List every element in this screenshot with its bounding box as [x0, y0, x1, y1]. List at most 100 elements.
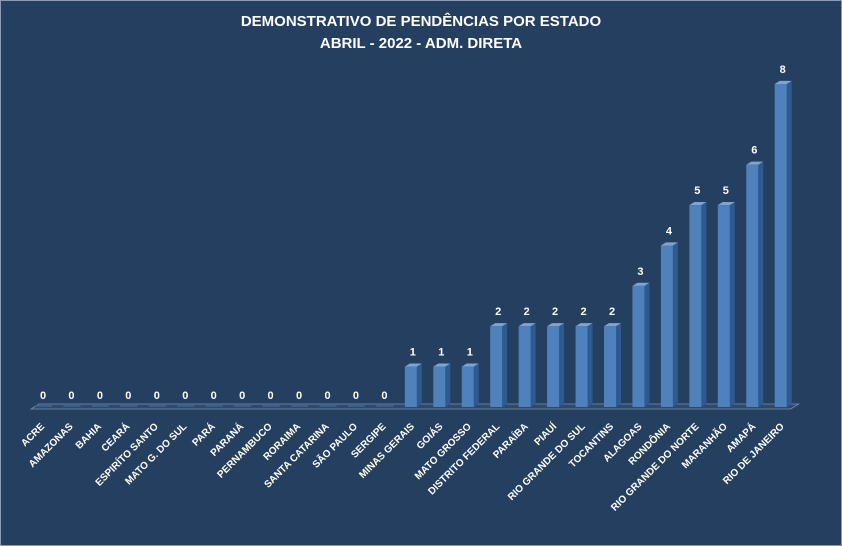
bar-top — [604, 323, 621, 327]
bar-front — [547, 326, 560, 407]
bar-side — [530, 323, 536, 407]
bar-flat — [148, 405, 166, 407]
bar-flat — [376, 405, 394, 407]
bar-10 — [291, 405, 309, 407]
bar-21 — [604, 323, 621, 407]
bar-front — [717, 205, 730, 407]
bar-front — [490, 326, 503, 407]
bar-flat — [291, 405, 309, 407]
value-label: 2 — [609, 306, 615, 318]
bar-side — [616, 323, 621, 407]
bar-19 — [547, 323, 565, 407]
value-label: 6 — [751, 145, 757, 157]
bar-top — [746, 161, 764, 165]
chart-subtitle: ABRIL - 2022 - ADM. DIRETA — [319, 35, 523, 52]
value-label: 2 — [552, 306, 558, 318]
bar-front — [575, 326, 588, 407]
bar-front — [774, 84, 787, 407]
bar-top — [518, 323, 536, 327]
bar-flat — [120, 405, 138, 407]
bar-side — [559, 323, 565, 407]
bar-front — [404, 366, 417, 407]
bar-flat — [63, 405, 81, 407]
value-label: 5 — [694, 185, 700, 197]
bar-side — [445, 363, 451, 407]
bar-flat — [177, 405, 195, 407]
bar-26 — [746, 161, 764, 407]
value-label: 4 — [666, 225, 673, 237]
value-label: 0 — [182, 390, 188, 402]
bar-side — [502, 323, 508, 407]
bar-top — [774, 80, 792, 84]
value-label: 5 — [723, 185, 729, 197]
bar-side — [786, 80, 792, 407]
bars-group — [35, 80, 792, 407]
value-label: 2 — [524, 306, 530, 318]
bar-front — [518, 326, 531, 407]
value-label: 3 — [637, 266, 643, 278]
bar-front — [746, 164, 759, 407]
bar-side — [416, 363, 422, 407]
bar-flat — [347, 405, 365, 407]
value-label: 0 — [154, 390, 160, 402]
bar-12 — [347, 405, 365, 407]
bar-side — [701, 202, 707, 407]
bar-front — [461, 366, 474, 407]
bar-top — [717, 202, 735, 206]
bar-6 — [177, 405, 195, 407]
value-label: 0 — [125, 390, 131, 402]
bar-20 — [575, 323, 593, 407]
bar-flat — [91, 405, 109, 407]
bar-9 — [262, 405, 280, 407]
value-label: 2 — [495, 306, 501, 318]
bar-27 — [774, 80, 792, 407]
bar-3 — [91, 405, 109, 407]
bar-front — [604, 326, 616, 407]
value-label: 0 — [268, 390, 274, 402]
bar-2 — [63, 405, 81, 407]
bar-side — [758, 161, 764, 407]
value-label: 0 — [353, 390, 359, 402]
value-label: 0 — [68, 390, 74, 402]
value-label: 0 — [40, 390, 46, 402]
bar-side — [729, 202, 735, 407]
bar-front — [660, 245, 673, 407]
value-label: 0 — [381, 390, 387, 402]
value-label: 2 — [580, 306, 586, 318]
bar-top — [461, 363, 479, 367]
bar-23 — [660, 242, 678, 407]
category-label: PIAUÍ — [531, 420, 559, 448]
bar-top — [575, 323, 593, 327]
bar-top — [490, 323, 508, 327]
bar-flat — [205, 405, 223, 407]
category-label: PARÁ — [189, 420, 218, 449]
bar-14 — [404, 363, 422, 407]
value-labels-group: 0 0 0 0 0 0 0 0 0 0 0 0 0 1 1 1 2 2 2 2 2 3 4 5 5 6 8 — [40, 64, 786, 402]
bar-flat — [262, 405, 280, 407]
bar-side — [672, 242, 678, 407]
chart-title-block: DEMONSTRATIVO DE PENDÊNCIAS POR ESTADO A… — [1, 11, 841, 55]
value-label: 0 — [211, 390, 217, 402]
value-label: 0 — [296, 390, 302, 402]
value-label: 0 — [239, 390, 245, 402]
bar-15 — [433, 363, 451, 407]
value-label: 1 — [467, 347, 473, 359]
value-label: 8 — [780, 64, 786, 76]
bar-24 — [689, 202, 707, 407]
bar-top — [632, 282, 650, 286]
bar-8 — [234, 405, 252, 407]
bar-flat — [35, 405, 52, 407]
bar-17 — [490, 323, 508, 407]
value-label: 1 — [410, 347, 416, 359]
value-label: 0 — [97, 390, 103, 402]
bar-13 — [376, 405, 394, 407]
bar-front — [632, 285, 645, 407]
bar-side — [587, 323, 593, 407]
bar-front — [689, 205, 702, 407]
bar-front — [433, 366, 446, 407]
bar-7 — [205, 405, 223, 407]
chart-title: DEMONSTRATIVO DE PENDÊNCIAS POR ESTADO — [240, 13, 602, 30]
